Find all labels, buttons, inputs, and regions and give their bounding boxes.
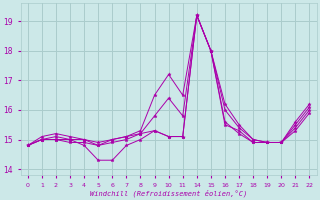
X-axis label: Windchill (Refroidissement éolien,°C): Windchill (Refroidissement éolien,°C) — [90, 189, 247, 197]
